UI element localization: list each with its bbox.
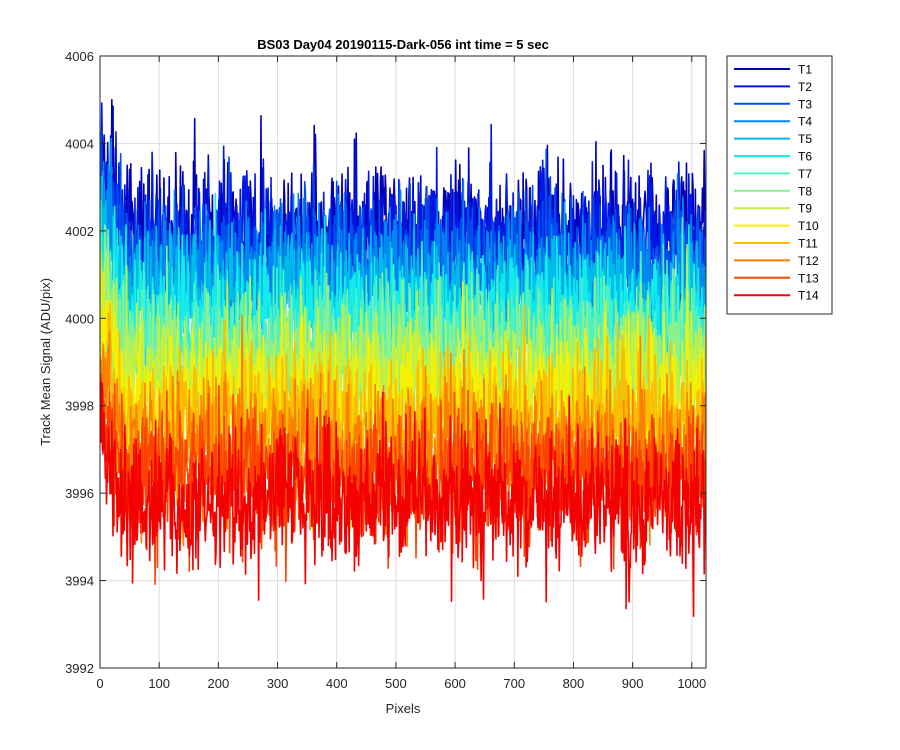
- x-tick-label: 400: [326, 676, 348, 691]
- legend-label: T14: [798, 289, 819, 303]
- y-tick-label: 3994: [65, 574, 94, 589]
- x-tick-label: 800: [563, 676, 585, 691]
- y-tick-label: 3996: [65, 486, 94, 501]
- legend-label: T11: [798, 237, 818, 251]
- legend-entry: T10: [734, 219, 819, 233]
- legend: T1 T2 T3 T4 T5 T6 T7 T8 T9 T10 T11 T12 T13 T14: [726, 55, 833, 315]
- legend-entry: T3: [734, 97, 812, 111]
- series-line-t10: [100, 250, 706, 530]
- x-tick-label: 500: [385, 676, 407, 691]
- x-axis-label: Pixels: [386, 701, 421, 716]
- legend-entry: T7: [734, 167, 812, 181]
- chart-title: BS03 Day04 20190115-Dark-056 int time = …: [257, 37, 549, 52]
- legend-entry: T12: [734, 254, 819, 268]
- legend-label: T13: [798, 271, 819, 285]
- legend-label: T10: [798, 219, 819, 233]
- y-tick-label: 4000: [65, 311, 94, 326]
- legend-entry: T2: [734, 80, 812, 94]
- legend-label: T1: [798, 63, 812, 77]
- y-tick-label: 4006: [65, 49, 94, 64]
- legend-label: T3: [798, 97, 812, 111]
- legend-entry: T11: [734, 237, 818, 251]
- legend-label: T5: [798, 132, 812, 146]
- y-tick-label: 4002: [65, 224, 94, 239]
- legend-label: T4: [798, 115, 812, 129]
- y-tick-label: 3998: [65, 399, 94, 414]
- legend-label: T12: [798, 254, 819, 268]
- legend-label: T2: [798, 80, 812, 94]
- x-tick-label: 900: [622, 676, 644, 691]
- legend-entry: T1: [734, 63, 812, 77]
- legend-box: [726, 55, 833, 315]
- plot-frame: [99, 55, 707, 669]
- legend-label: T7: [798, 167, 812, 181]
- axis-ticks: 0 100 200 300 400 500 600 700 800 900 1000 3992 3994…: [65, 49, 706, 691]
- y-tick-label: 3992: [65, 661, 94, 676]
- y-axis-label: Track Mean Signal (ADU/pix): [38, 278, 53, 446]
- legend-label: T9: [798, 202, 812, 216]
- x-tick-label: 100: [148, 676, 170, 691]
- legend-entry: T13: [734, 271, 819, 285]
- legend-entry: T6: [734, 150, 812, 164]
- x-tick-label: 1000: [677, 676, 706, 691]
- legend-label: T8: [798, 184, 812, 198]
- x-tick-label: 300: [267, 676, 289, 691]
- legend-label: T6: [798, 150, 812, 164]
- x-tick-label: 600: [444, 676, 466, 691]
- x-tick-label: 200: [208, 676, 230, 691]
- series-line-t14: [100, 380, 706, 618]
- x-tick-label: 0: [96, 676, 103, 691]
- x-tick-label: 700: [503, 676, 525, 691]
- legend-entry: T14: [734, 289, 819, 303]
- legend-entry: T5: [734, 132, 812, 146]
- legend-entry: T8: [734, 184, 812, 198]
- y-tick-label: 4004: [65, 136, 94, 151]
- legend-entry: T9: [734, 202, 812, 216]
- legend-entry: T4: [734, 115, 812, 129]
- series-group: [100, 98, 706, 618]
